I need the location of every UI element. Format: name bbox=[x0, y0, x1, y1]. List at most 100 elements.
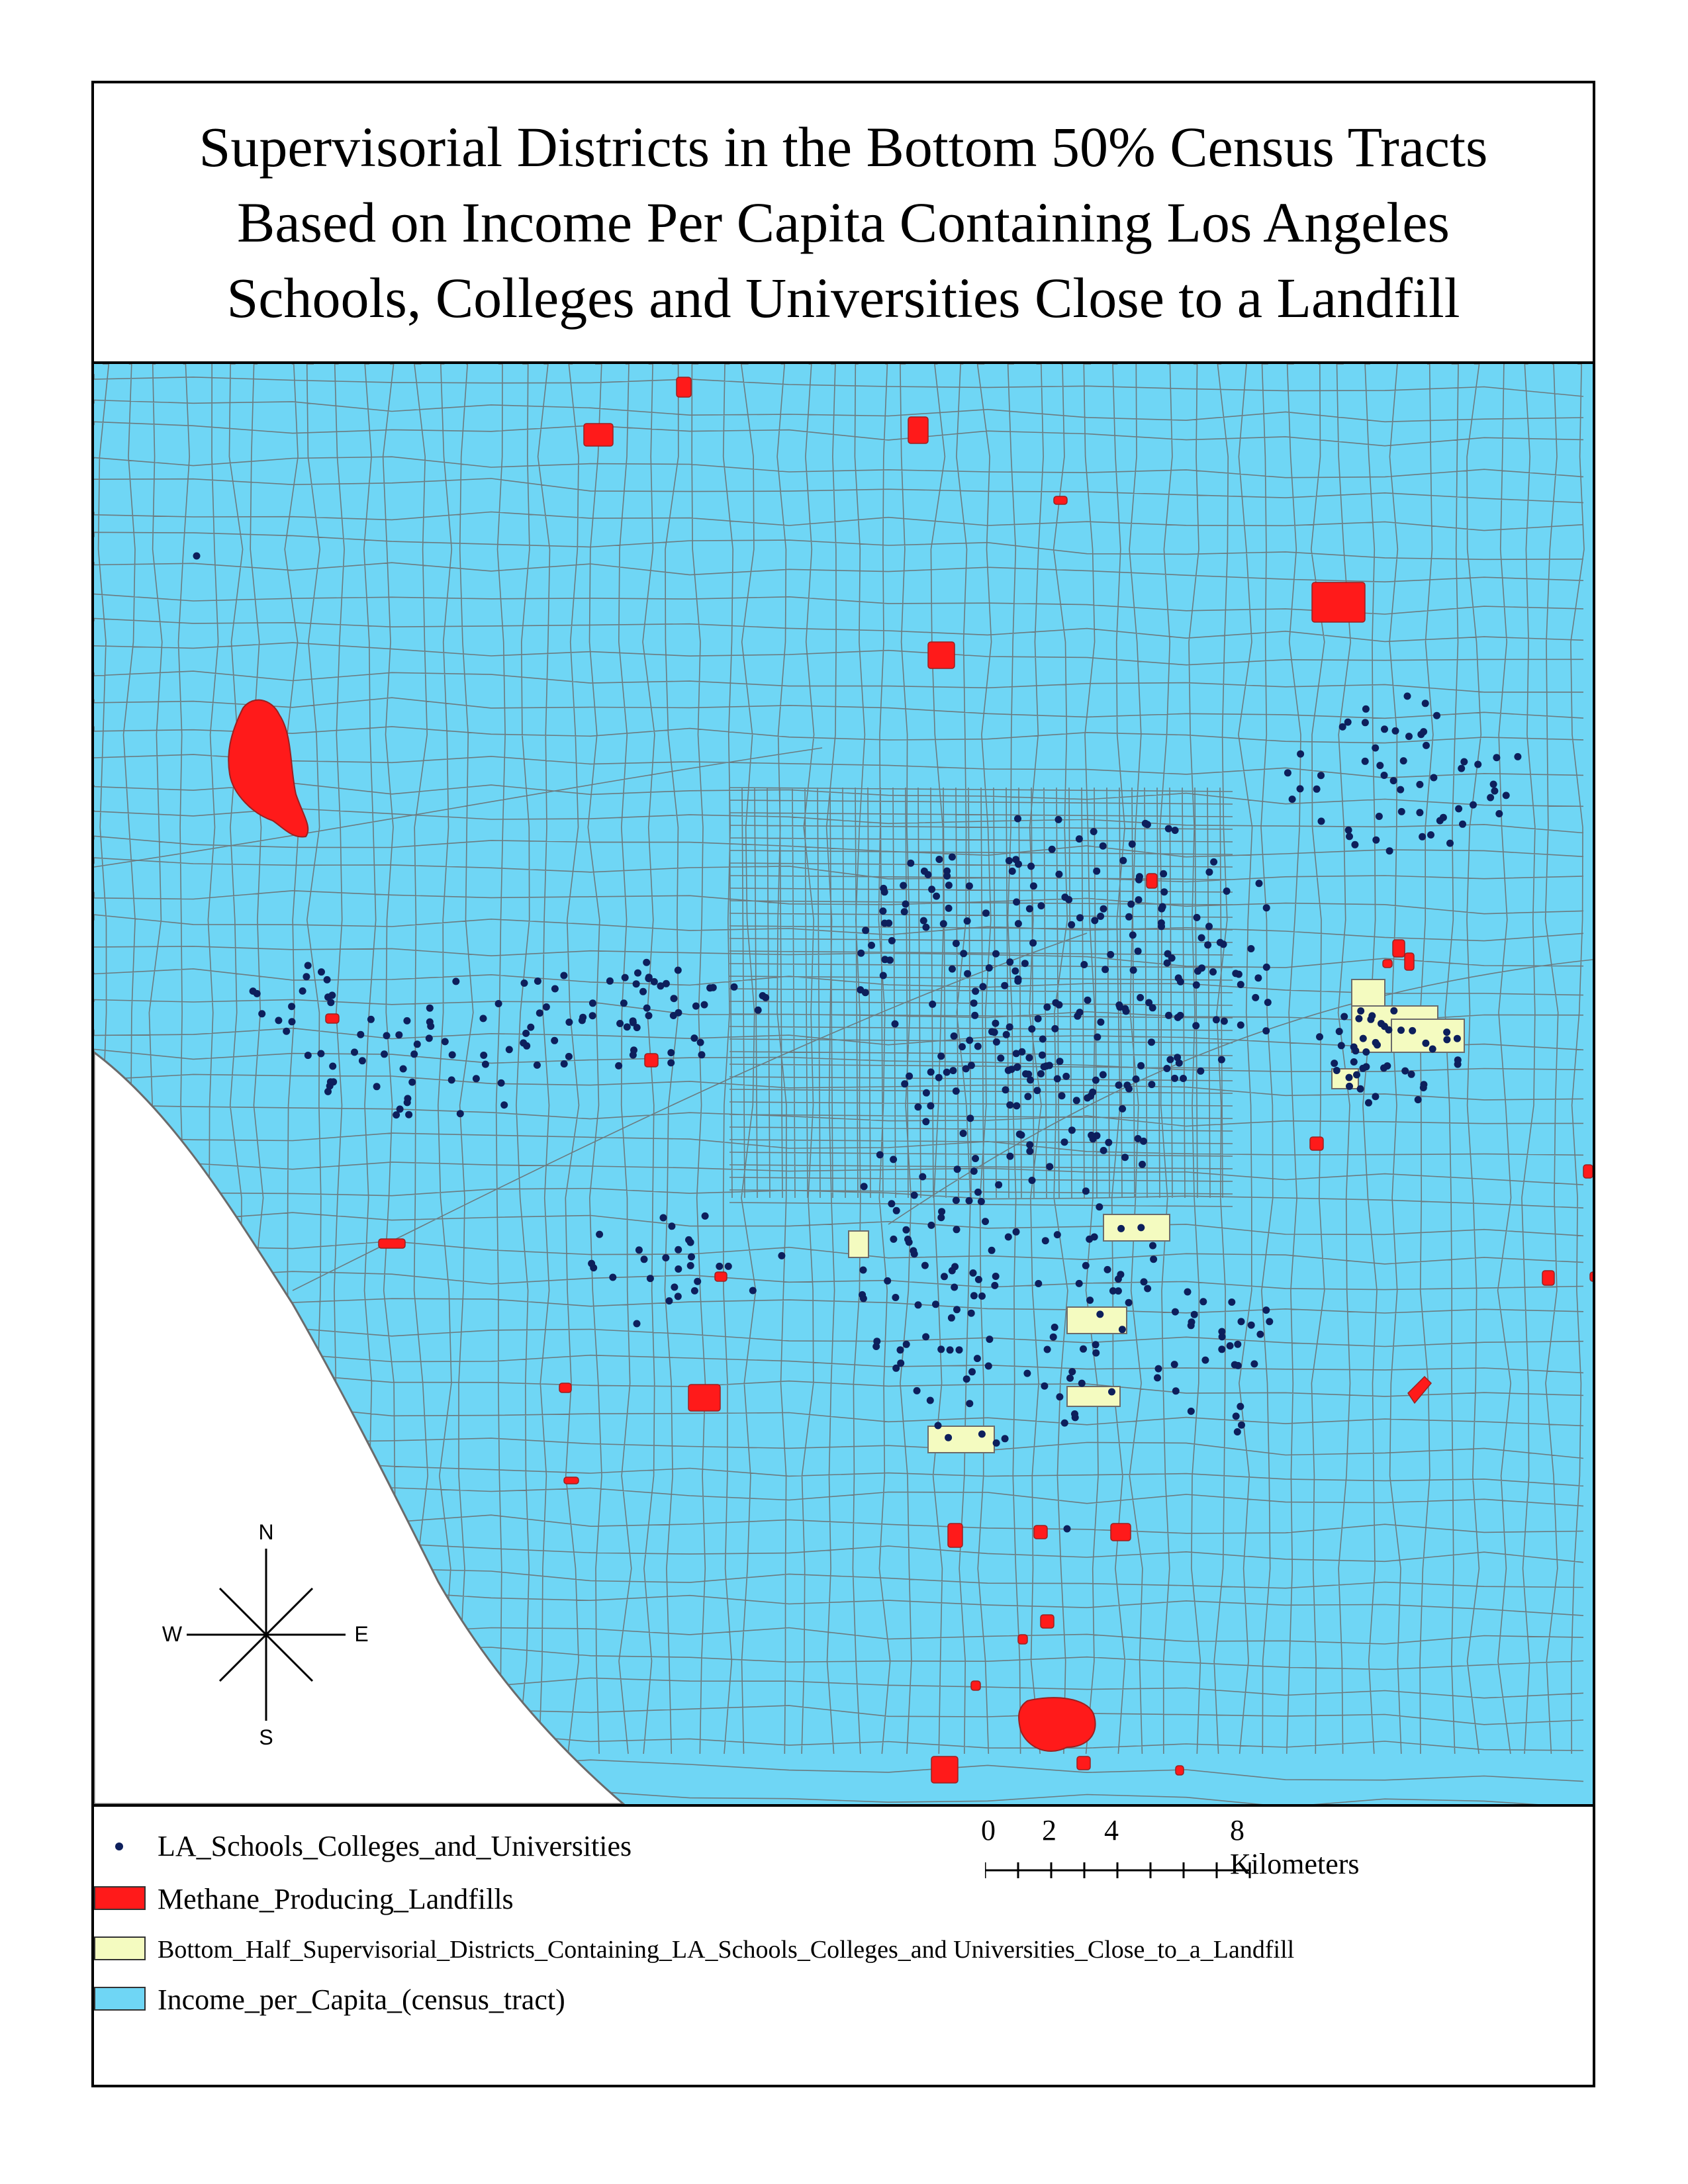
school-dot-383 bbox=[696, 1038, 704, 1046]
school-dot-369 bbox=[662, 979, 670, 987]
school-dot-103 bbox=[881, 956, 889, 964]
school-dot-378 bbox=[643, 958, 651, 966]
school-dot-197 bbox=[967, 1309, 975, 1317]
school-dot-514 bbox=[1487, 794, 1495, 801]
school-dot-233 bbox=[902, 1340, 910, 1348]
school-dot-142 bbox=[929, 1000, 937, 1008]
school-dot-62 bbox=[1129, 931, 1137, 939]
school-dot-180 bbox=[1192, 1022, 1200, 1030]
school-dot-119 bbox=[1051, 1024, 1059, 1032]
school-dot-327 bbox=[932, 1300, 939, 1308]
landfill-12 bbox=[1309, 1136, 1324, 1151]
school-dot-602 bbox=[1232, 1412, 1240, 1420]
bottom-half-district-2 bbox=[1391, 1019, 1465, 1053]
school-dot-365 bbox=[565, 1052, 573, 1060]
landfill-26 bbox=[559, 1383, 572, 1393]
school-dot-191 bbox=[986, 1336, 994, 1343]
school-dot-534 bbox=[1429, 1045, 1436, 1053]
school-dot-357 bbox=[922, 1333, 930, 1341]
school-dot-550 bbox=[1390, 1007, 1398, 1015]
school-dot-136 bbox=[1093, 867, 1101, 875]
school-dot-388 bbox=[698, 1051, 706, 1059]
landfill-9 bbox=[1404, 952, 1415, 971]
school-dot-212 bbox=[1103, 1265, 1111, 1273]
school-dot-504 bbox=[1389, 777, 1397, 785]
landfill-21 bbox=[970, 1680, 981, 1691]
school-dot-98 bbox=[1174, 1054, 1182, 1062]
school-dot-397 bbox=[621, 974, 629, 981]
school-dot-441 bbox=[403, 1017, 411, 1024]
school-dot-105 bbox=[1255, 880, 1263, 887]
landfill-17 bbox=[947, 1523, 963, 1548]
school-dot-86 bbox=[1125, 1085, 1133, 1093]
landfill-6 bbox=[1146, 873, 1158, 889]
school-dot-206 bbox=[967, 1062, 975, 1069]
school-dot-43 bbox=[1084, 996, 1092, 1004]
school-dot-122 bbox=[949, 965, 956, 973]
legend-label-schools: LA_Schools_Colleges_and_Universities bbox=[158, 1830, 632, 1862]
school-dot-84 bbox=[868, 941, 875, 949]
school-dot-486 bbox=[1458, 764, 1466, 772]
school-dot-63 bbox=[1099, 842, 1107, 850]
school-dot-559 bbox=[1345, 1073, 1353, 1081]
ocean bbox=[94, 1051, 626, 1804]
school-dot-423 bbox=[520, 1039, 528, 1047]
school-dot-117 bbox=[1121, 1005, 1129, 1013]
school-dot-83 bbox=[933, 892, 941, 900]
school-dot-216 bbox=[1134, 1135, 1142, 1142]
school-dot-135 bbox=[1027, 1076, 1034, 1084]
map-title-line-3: Schools, Colleges and Universities Close… bbox=[226, 266, 1460, 330]
school-dot-292 bbox=[860, 1183, 868, 1191]
school-dot-576 bbox=[716, 1262, 724, 1270]
school-dot-629 bbox=[318, 968, 325, 976]
school-dot-326 bbox=[1043, 1345, 1051, 1353]
school-dot-165 bbox=[972, 987, 980, 995]
school-dot-257 bbox=[982, 1218, 989, 1226]
school-dot-607 bbox=[1250, 1360, 1258, 1368]
landfill-14 bbox=[1542, 1270, 1555, 1286]
school-dot-246 bbox=[1149, 1242, 1156, 1250]
school-dot-90 bbox=[1029, 939, 1037, 947]
school-dot-347 bbox=[1041, 1382, 1049, 1390]
school-dot-346 bbox=[1026, 1148, 1034, 1155]
school-dot-577 bbox=[662, 1254, 670, 1261]
school-dot-527 bbox=[1414, 1096, 1422, 1104]
school-dot-605 bbox=[1256, 1330, 1264, 1338]
school-dot-321 bbox=[1008, 1066, 1015, 1073]
school-dot-18 bbox=[950, 1032, 958, 1040]
school-dot-104 bbox=[1197, 934, 1205, 942]
landfill-16 bbox=[688, 1384, 721, 1412]
school-dot-128 bbox=[1125, 913, 1133, 921]
school-dot-177 bbox=[1012, 856, 1020, 864]
school-dot-609 bbox=[1218, 1328, 1226, 1336]
scale-label-0: 0 bbox=[981, 1814, 996, 1846]
school-dot-594 bbox=[1187, 1407, 1195, 1415]
school-dot-334 bbox=[927, 1102, 935, 1110]
school-dot-333 bbox=[1035, 1280, 1043, 1287]
school-dot-485 bbox=[1361, 757, 1369, 765]
school-dot-94 bbox=[1001, 981, 1009, 989]
school-dot-352 bbox=[934, 1422, 942, 1430]
school-dot-538 bbox=[1385, 1026, 1393, 1034]
school-dot-410 bbox=[623, 1023, 631, 1031]
map-canvas[interactable]: N S W E bbox=[94, 364, 1593, 1807]
compass-e: E bbox=[354, 1622, 368, 1646]
school-dot-72 bbox=[1135, 896, 1143, 904]
school-dot-64 bbox=[1165, 1011, 1172, 1019]
school-dot-201 bbox=[1045, 1062, 1053, 1069]
school-dot-586 bbox=[1170, 1361, 1178, 1369]
school-dot-381 bbox=[657, 982, 665, 990]
school-dot-99 bbox=[1163, 1065, 1171, 1072]
school-dot-569 bbox=[646, 1275, 654, 1283]
school-dot-161 bbox=[888, 936, 896, 944]
school-dot-229 bbox=[945, 1433, 953, 1441]
school-dot-41 bbox=[920, 867, 928, 875]
school-dot-528 bbox=[1378, 1020, 1385, 1028]
school-dot-45 bbox=[985, 964, 993, 972]
school-dot-299 bbox=[906, 1072, 914, 1080]
school-dot-458 bbox=[324, 1087, 332, 1095]
school-dot-129 bbox=[1055, 870, 1063, 878]
school-dot-109 bbox=[1175, 1059, 1183, 1067]
school-dot-302 bbox=[992, 1273, 1000, 1280]
school-dot-112 bbox=[1076, 1009, 1084, 1017]
